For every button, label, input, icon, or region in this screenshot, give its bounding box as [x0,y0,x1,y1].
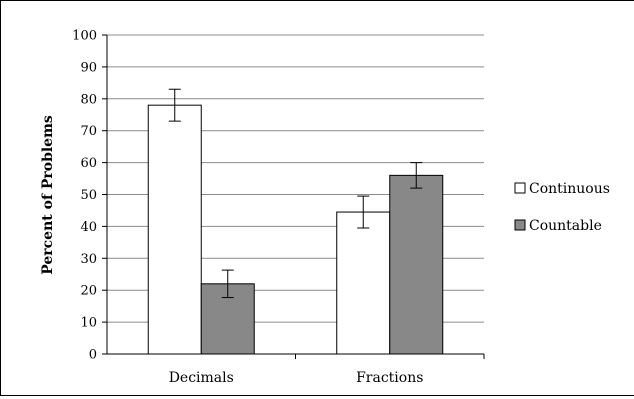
legend-swatch [514,182,526,194]
y-tick-labels: 0 10 20 30 40 50 60 70 80 90 100 [72,29,97,363]
legend: Continuous Countable [514,181,610,234]
y-tick-label: 70 [80,124,97,139]
y-axis-title: Percent of Problems [40,115,56,275]
bar [147,104,202,355]
y-tick-label: 60 [80,156,97,171]
y-tick-label: 30 [80,252,97,267]
y-tick-label: 0 [89,348,97,363]
legend-swatch [514,219,526,231]
bars [147,104,444,355]
y-tick-label: 40 [80,220,97,235]
y-tick-label: 50 [80,188,97,203]
bar [389,174,444,355]
error-bars [168,88,423,299]
x-category-label: Decimals [169,370,234,386]
bar [336,211,391,355]
y-tick-label: 80 [80,92,97,107]
y-tick-label: 100 [72,29,97,44]
x-category-labels: Decimals Fractions [169,370,424,386]
x-category-label: Fractions [356,370,423,386]
y-tick-label: 20 [80,284,97,299]
legend-label: Continuous [529,181,610,197]
y-tick-label: 90 [80,60,97,75]
legend-label: Countable [529,218,602,234]
axes [102,34,485,359]
y-tick-label: 10 [80,316,97,331]
